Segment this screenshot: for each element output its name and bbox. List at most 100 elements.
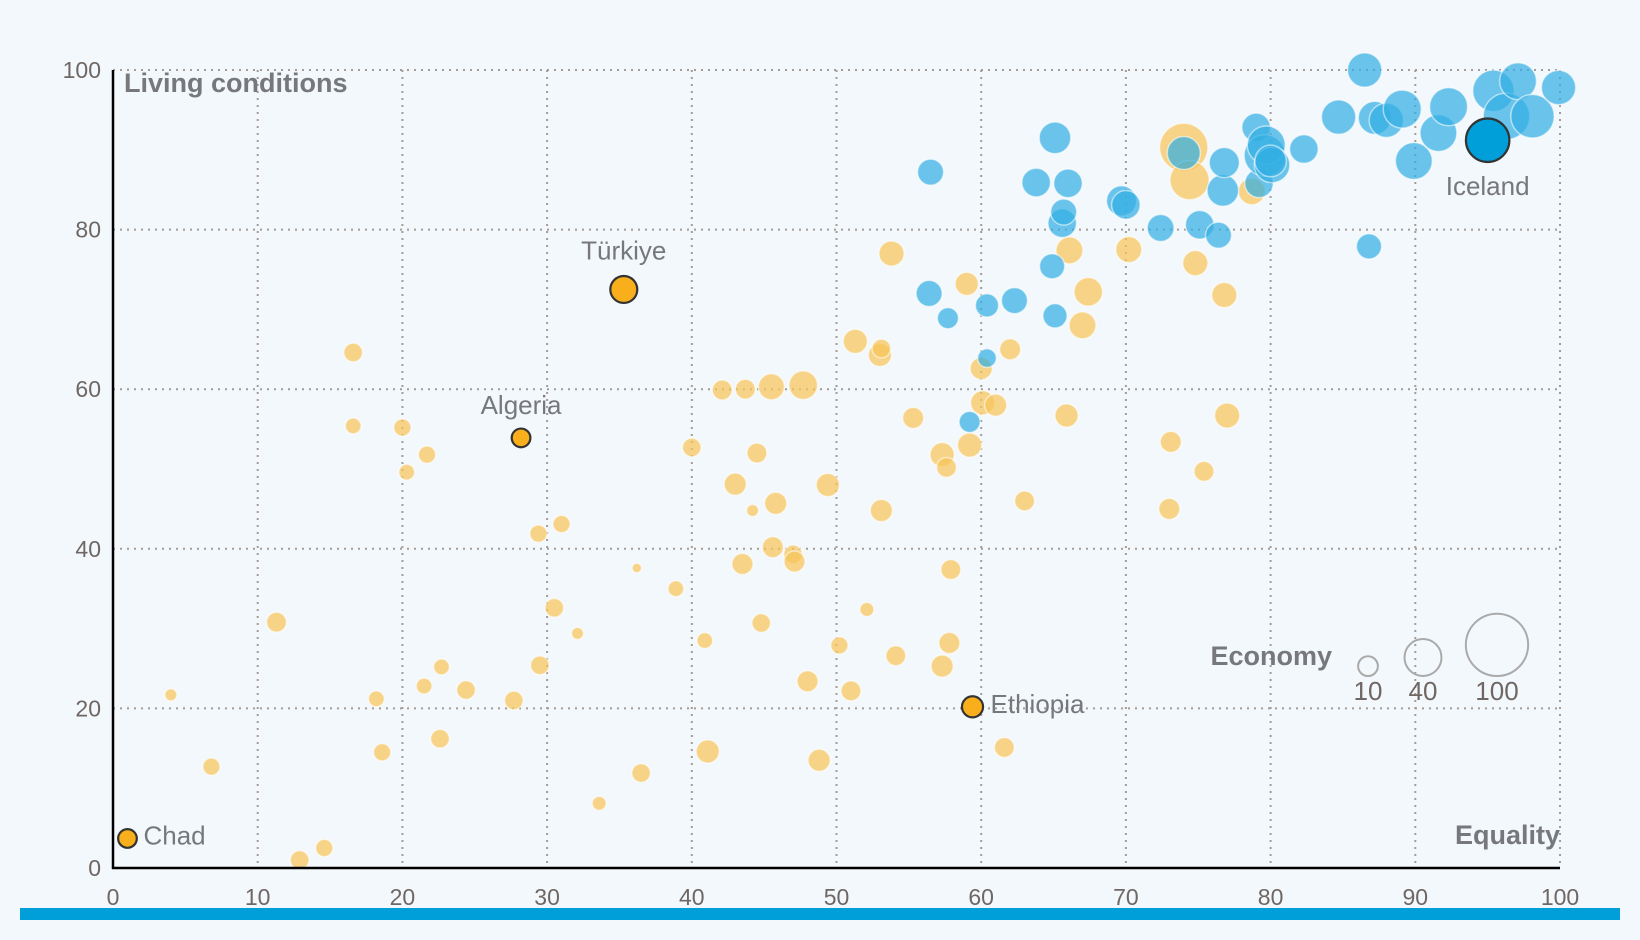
bubble	[1204, 221, 1233, 249]
bubble	[840, 680, 862, 702]
size-legend-label: 100	[1475, 676, 1518, 706]
bubble	[731, 552, 754, 576]
bubble	[1320, 99, 1357, 136]
bubble-türkiye	[609, 274, 639, 305]
x-axis-title: Equality	[1455, 820, 1560, 850]
bubble	[954, 271, 980, 297]
bubble	[1073, 276, 1104, 307]
bubble-iceland	[1464, 117, 1511, 164]
x-tick-label: 70	[1113, 884, 1139, 910]
axes	[111, 70, 1560, 870]
bubble	[696, 631, 714, 650]
bubble	[529, 524, 548, 544]
bubble	[915, 279, 943, 308]
bubble	[1110, 189, 1141, 220]
bubble	[746, 442, 768, 464]
bubble-chad	[117, 828, 138, 849]
point-label: Türkiye	[581, 235, 666, 265]
bubble	[417, 445, 437, 465]
bubble	[940, 558, 962, 581]
y-tick-label: 80	[75, 217, 101, 243]
bubble	[1206, 173, 1240, 208]
bubble	[429, 728, 451, 749]
bubble	[788, 370, 819, 401]
bubble	[529, 655, 550, 676]
bubble	[1288, 133, 1319, 165]
bubble	[289, 849, 310, 871]
bottom-accent-bar	[20, 908, 1620, 920]
bubble	[761, 535, 785, 559]
bubble	[751, 612, 772, 634]
bubbles	[164, 52, 1577, 871]
y-tick-label: 40	[75, 536, 101, 562]
x-tick-label: 100	[1541, 884, 1579, 910]
size-legend-circle	[1464, 612, 1530, 677]
x-tick-label: 50	[824, 884, 850, 910]
point-label: Iceland	[1446, 171, 1530, 201]
bubble	[935, 456, 958, 479]
bubble	[1146, 213, 1175, 243]
bubble	[796, 669, 819, 693]
bubble	[1394, 141, 1434, 181]
bubble	[916, 158, 945, 186]
bubble	[956, 432, 983, 458]
bubble	[503, 690, 524, 711]
bubble	[1540, 69, 1577, 106]
bubble	[372, 742, 392, 762]
bubble	[343, 342, 364, 363]
y-axis-title: Living conditions	[124, 68, 348, 98]
bubble	[1000, 286, 1029, 315]
bubble	[1052, 168, 1084, 199]
bubble	[314, 838, 334, 858]
bubble	[1346, 52, 1383, 88]
bubble	[734, 378, 757, 400]
bubble	[993, 736, 1016, 759]
bubble	[885, 645, 907, 667]
bubble	[164, 688, 178, 702]
bubble	[1510, 93, 1555, 139]
bubble	[1038, 252, 1066, 280]
bubble	[1038, 121, 1072, 155]
bubble	[392, 418, 412, 437]
bubble	[398, 463, 416, 481]
bubble	[974, 293, 1000, 318]
bubble	[869, 498, 894, 523]
x-tick-label: 10	[245, 884, 271, 910]
bubble	[1054, 403, 1079, 428]
bubble	[631, 762, 652, 784]
grid	[113, 69, 1561, 868]
bubble	[1213, 402, 1241, 429]
x-tick-label: 40	[679, 884, 705, 910]
bubble	[757, 373, 786, 401]
x-tick-label: 30	[534, 884, 560, 910]
point-label: Chad	[143, 820, 205, 850]
bubble	[815, 472, 841, 498]
bubble-algeria	[510, 427, 532, 449]
bubble	[829, 635, 849, 655]
bubble	[344, 417, 362, 435]
bubble	[1166, 135, 1202, 171]
bubble	[1021, 167, 1052, 198]
bubble	[878, 240, 905, 267]
size-legend-circle	[1403, 638, 1443, 678]
bubble	[631, 562, 643, 574]
bubble	[265, 611, 288, 633]
bubble	[591, 795, 607, 812]
bubble	[1182, 249, 1209, 277]
bubble	[1049, 198, 1078, 226]
bubble	[695, 739, 721, 764]
bubble	[1428, 86, 1469, 127]
size-legend-circle	[1357, 655, 1379, 677]
bubble	[1068, 311, 1097, 340]
point-label: Algeria	[481, 390, 562, 420]
x-tick-label: 60	[968, 884, 994, 910]
y-tick-label: 0	[88, 855, 101, 881]
bubble	[998, 337, 1022, 361]
bubble	[552, 514, 571, 534]
bubble	[958, 410, 981, 434]
bubble	[842, 328, 869, 355]
bubble	[745, 503, 760, 518]
bubble	[1158, 497, 1181, 521]
bubble	[871, 338, 892, 359]
size-legend-title: Economy	[1210, 641, 1332, 671]
